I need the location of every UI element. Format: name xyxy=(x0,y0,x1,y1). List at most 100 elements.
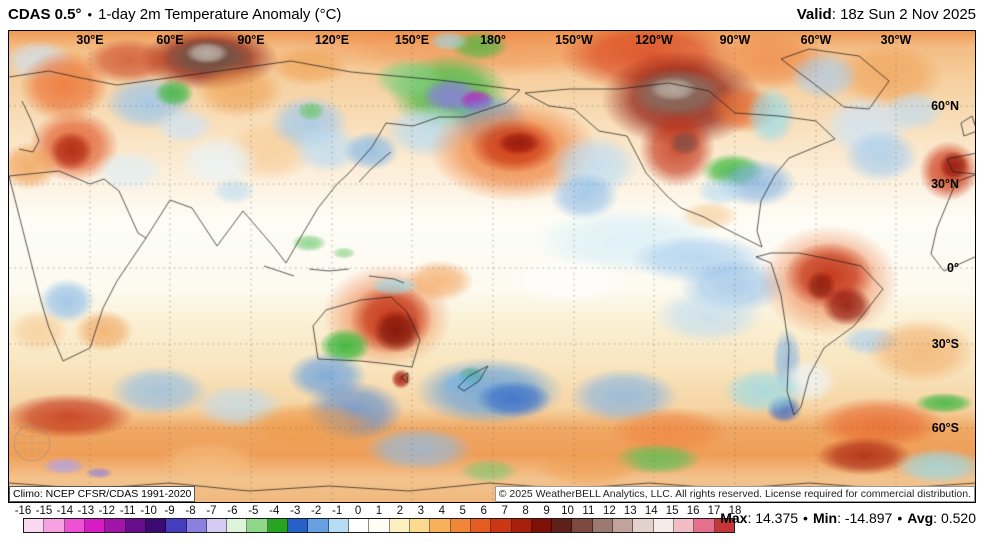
colorbar-tick: -9 xyxy=(164,505,175,517)
title-bullet: • xyxy=(87,7,93,22)
stat-label: Avg xyxy=(907,510,934,526)
lon-label: 60°E xyxy=(156,33,184,47)
lon-label: 120°E xyxy=(314,33,350,47)
colorbar-tick: 9 xyxy=(543,505,550,517)
colorbar xyxy=(23,518,735,533)
lon-label: 180° xyxy=(480,33,506,47)
colorbar-tick: 13 xyxy=(623,505,637,517)
colorbar-cell xyxy=(714,519,734,532)
climo-badge: Climo: NCEP CFSR/CDAS 1991-2020 xyxy=(9,486,196,502)
colorbar-tick: 10 xyxy=(561,505,574,517)
lon-label: 90°E xyxy=(237,33,265,47)
colorbar-tick: 4 xyxy=(438,505,446,517)
colorbar-cell xyxy=(389,519,410,532)
lon-label: 120°W xyxy=(635,33,673,47)
stats-line: Max: 14.375 • Min: -14.897 • Avg: 0.520 xyxy=(720,510,976,526)
colorbar-tick: -6 xyxy=(227,505,238,517)
lat-label: 30°S xyxy=(931,337,959,351)
lat-label: 0° xyxy=(947,261,959,275)
colorbar-cell xyxy=(694,519,715,532)
colorbar-tick: 14 xyxy=(644,505,658,517)
colorbar-tick: -3 xyxy=(290,505,301,517)
colorbar-cell xyxy=(470,519,492,532)
colorbar-section: -16 -15 -14 -13 -12 -11 -10 -9 -8 -7 -6 -5 -4 -3 -2 -1 0… xyxy=(15,505,742,533)
valid-value: : 18z Sun 2 Nov 2025 xyxy=(831,6,976,23)
colorbar-cell xyxy=(247,519,268,532)
colorbar-tick: -13 xyxy=(77,505,95,517)
colorbar-cell xyxy=(409,519,431,532)
product-title: 1-day 2m Temperature Anomaly (°C) xyxy=(98,6,342,23)
colorbar-tick: 12 xyxy=(602,505,616,517)
colorbar-tick: -4 xyxy=(269,505,280,517)
colorbar-tick-labels: -16 -15 -14 -13 -12 -11 -10 -9 -8 -7 -6 -5 -4 -3 -2 -1 0… xyxy=(15,505,742,518)
colorbar-tick: 6 xyxy=(480,505,487,517)
stat-label: Min xyxy=(812,510,838,526)
colorbar-tick: 1 xyxy=(375,505,383,517)
colorbar-cell xyxy=(450,519,471,532)
colorbar-tick: -16 xyxy=(14,505,32,517)
colorbar-tick: -10 xyxy=(140,505,157,517)
valid-label: Valid xyxy=(796,6,832,23)
map-panel: 30°E 60°E 90°E 120°E 150°E 180° 150°W 120°W 90°W… xyxy=(8,30,976,503)
header: CDAS 0.5° • 1-day 2m Temperature Anomaly (… xyxy=(8,0,976,29)
page-title: CDAS 0.5° • 1-day 2m Temperature Anomaly (… xyxy=(8,6,341,23)
colorbar-cell xyxy=(145,519,167,532)
colorbar-tick: 15 xyxy=(665,505,679,517)
lon-label: 150°W xyxy=(555,33,593,47)
model-name: CDAS 0.5° xyxy=(8,6,82,23)
stat-value: : 14.375 xyxy=(747,510,799,526)
colorbar-cell xyxy=(125,519,146,532)
colorbar-cell xyxy=(84,519,106,532)
colorbar-tick: -12 xyxy=(98,505,116,517)
colorbar-cell xyxy=(206,519,228,532)
colorbar-cell xyxy=(674,519,695,532)
colorbar-tick: -15 xyxy=(35,505,53,517)
colorbar-cell xyxy=(491,519,512,532)
colorbar-cell xyxy=(511,519,532,532)
colorbar-cell xyxy=(552,519,573,532)
colorbar-cell xyxy=(308,519,329,532)
stat-label: Max xyxy=(720,510,748,526)
colorbar-tick: 2 xyxy=(396,505,404,517)
colorbar-tick: 11 xyxy=(582,505,595,517)
lon-label: 150°E xyxy=(394,33,430,47)
colorbar-cell xyxy=(531,519,553,532)
weatherbell-logo-watermark xyxy=(13,424,51,462)
colorbar-cell xyxy=(105,519,126,532)
colorbar-cell xyxy=(349,519,370,532)
lon-label: 60°W xyxy=(800,33,832,47)
colorbar-tick: -11 xyxy=(119,505,136,517)
colorbar-cell xyxy=(572,519,593,532)
colorbar-tick: -7 xyxy=(206,505,217,517)
colorbar-cell xyxy=(267,519,289,532)
copyright-badge: © 2025 WeatherBELL Analytics, LLC. All r… xyxy=(494,486,975,502)
colorbar-cell xyxy=(430,519,451,532)
stat-value: : -14.897 xyxy=(837,510,893,526)
colorbar-cell xyxy=(288,519,309,532)
colorbar-cell xyxy=(633,519,654,532)
stats-separator: • xyxy=(803,510,808,526)
colorbar-cell xyxy=(328,519,349,532)
lon-label: 30°E xyxy=(76,33,104,47)
colorbar-tick: -5 xyxy=(248,505,259,517)
colorbar-tick: 0 xyxy=(354,505,362,517)
colorbar-cell xyxy=(369,519,390,532)
colorbar-tick: 7 xyxy=(501,505,508,517)
colorbar-cell xyxy=(653,519,674,532)
colorbar-tick: -14 xyxy=(56,505,74,517)
lat-label: 30°N xyxy=(931,177,959,191)
colorbar-cell xyxy=(64,519,85,532)
colorbar-cell xyxy=(592,519,614,532)
colorbar-tick: 3 xyxy=(417,505,425,517)
colorbar-tick: 16 xyxy=(686,505,700,517)
valid-time: Valid: 18z Sun 2 Nov 2025 xyxy=(797,6,976,23)
stat-value: : 0.520 xyxy=(933,510,976,526)
lon-label: 30°W xyxy=(880,33,912,47)
lon-label: 90°W xyxy=(719,33,751,47)
colorbar-tick: 5 xyxy=(459,505,466,517)
lat-label: 60°N xyxy=(931,99,959,113)
colorbar-cell xyxy=(24,519,45,532)
lat-label: 60°S xyxy=(931,421,959,435)
colorbar-cell xyxy=(186,519,207,532)
